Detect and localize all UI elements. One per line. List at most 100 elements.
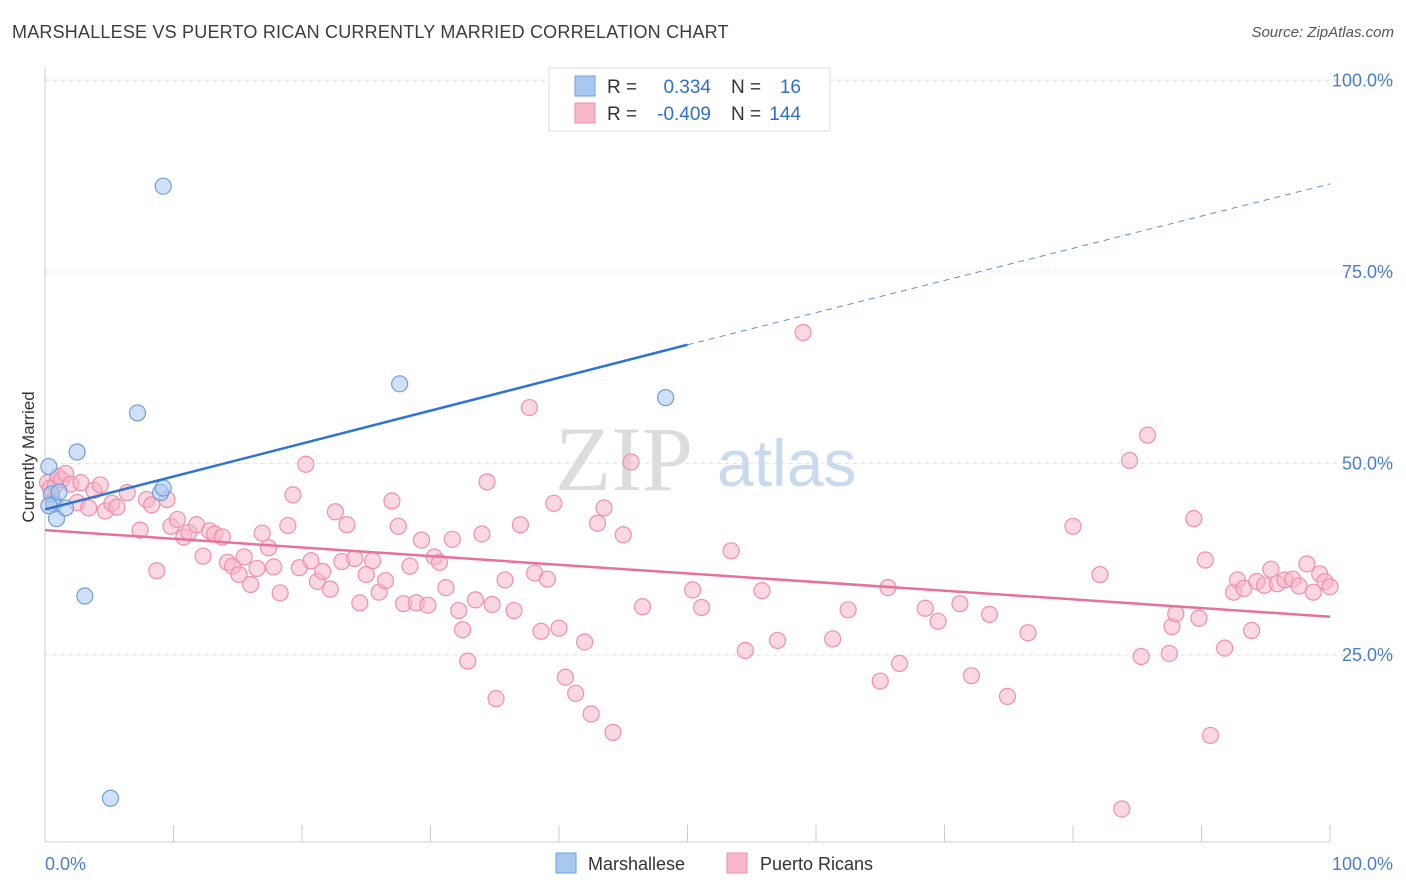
- puerto-rican-point: [505, 601, 523, 620]
- puerto-rican-point: [302, 552, 320, 570]
- puerto-rican-point: [253, 524, 271, 542]
- puerto-rican-point: [588, 514, 607, 532]
- puerto-rican-point: [929, 612, 947, 630]
- puerto-rican-point: [951, 595, 969, 613]
- puerto-rican-point: [168, 510, 186, 529]
- puerto-rican-point: [532, 622, 550, 640]
- puerto-rican-point: [824, 630, 842, 648]
- puerto-rican-point: [839, 601, 857, 619]
- puerto-ricans-trend-line: [44, 528, 1331, 618]
- marshallese-point: [391, 375, 409, 393]
- puerto-rican-point: [313, 562, 332, 581]
- puerto-rican-point: [567, 684, 585, 702]
- puerto-rican-point: [357, 565, 375, 584]
- y-axis-title: Currently Married: [19, 391, 38, 522]
- puerto-rican-point: [980, 605, 999, 624]
- marshallese-point: [154, 479, 172, 497]
- puerto-rican-point: [478, 473, 496, 491]
- bottom-legend-swatch-puerto-ricans: [726, 852, 748, 874]
- marshallese-point: [76, 587, 94, 605]
- puerto-rican-point: [1091, 565, 1109, 584]
- puerto-rican-point: [131, 521, 149, 539]
- puerto-rican-point: [80, 499, 98, 517]
- watermark: ZIP atlas: [555, 408, 856, 510]
- puerto-rican-point: [412, 531, 431, 549]
- puerto-rican-point: [633, 598, 652, 616]
- puerto-rican-point: [194, 547, 212, 565]
- marshallese-point: [128, 404, 147, 422]
- puerto-rican-point: [284, 486, 302, 504]
- puerto-rican-point: [265, 558, 283, 576]
- marshallese-trend-extension: [687, 183, 1331, 346]
- puerto-rican-point: [1113, 800, 1131, 818]
- puerto-rican-point: [401, 557, 419, 575]
- puerto-rican-point: [684, 581, 702, 599]
- puerto-rican-point: [614, 526, 632, 544]
- bottom-legend: Marshallese Puerto Ricans: [555, 852, 873, 874]
- puerto-rican-point: [1138, 426, 1157, 444]
- legend-n-label-2: N =: [731, 104, 761, 125]
- y-tick-label: 75.0%: [1342, 262, 1393, 282]
- puerto-rican-point: [1304, 583, 1322, 601]
- x-tick-label: 0.0%: [45, 854, 86, 874]
- puerto-rican-point: [556, 668, 575, 686]
- puerto-rican-point: [383, 492, 401, 510]
- puerto-rican-point: [1190, 609, 1208, 627]
- puerto-rican-point: [271, 584, 289, 602]
- puerto-rican-point: [72, 474, 90, 492]
- puerto-rican-point: [242, 575, 260, 594]
- legend-swatch-marshallese: [574, 75, 596, 97]
- puerto-rican-point: [1120, 451, 1139, 470]
- puerto-rican-point: [473, 525, 491, 543]
- puerto-rican-point: [1243, 621, 1261, 640]
- y-tick-labels: 25.0% 50.0% 75.0% 100.0%: [1332, 71, 1393, 666]
- puerto-rican-point: [916, 599, 934, 617]
- legend-r-label-2: R =: [607, 104, 637, 125]
- puerto-rican-point: [622, 453, 640, 471]
- legend-n-label-1: N =: [731, 77, 761, 98]
- watermark-atlas: atlas: [717, 426, 856, 500]
- puerto-rican-point: [582, 705, 600, 723]
- legend-n-value-2: 144: [769, 104, 801, 125]
- puerto-rican-point: [511, 516, 530, 534]
- puerto-rican-point: [768, 631, 787, 650]
- puerto-rican-point: [1019, 624, 1037, 642]
- puerto-rican-point: [794, 323, 812, 342]
- gridlines: [45, 79, 1393, 656]
- marshallese-point: [50, 483, 68, 501]
- puerto-rican-point: [450, 601, 468, 620]
- puerto-rican-point: [443, 530, 461, 548]
- x-tick-label: 100.0%: [1332, 854, 1393, 874]
- axes: [44, 68, 1331, 843]
- legend-n-value-1: 16: [780, 77, 801, 98]
- puerto-rican-point: [550, 619, 568, 637]
- puerto-rican-point: [722, 542, 740, 560]
- puerto-rican-point: [297, 455, 315, 473]
- puerto-rican-point: [321, 580, 339, 598]
- marshallese-point: [154, 177, 172, 195]
- puerto-rican-point: [871, 672, 889, 690]
- puerto-rican-point: [693, 598, 711, 617]
- puerto-rican-point: [1262, 560, 1280, 578]
- puerto-rican-point: [1298, 555, 1316, 573]
- puerto-rican-point: [389, 517, 407, 535]
- puerto-rican-point: [143, 496, 161, 514]
- puerto-rican-point: [346, 549, 364, 568]
- puerto-rican-point: [1321, 578, 1339, 596]
- puerto-rican-point: [736, 641, 754, 660]
- marshallese-point: [40, 457, 58, 476]
- puerto-rican-point: [466, 591, 485, 609]
- puerto-rican-point: [1167, 605, 1185, 623]
- puerto-rican-point: [545, 494, 563, 512]
- top-legend: R = 0.334 N = 16 R = -0.409 N = 144: [548, 67, 831, 132]
- puerto-rican-point: [753, 582, 771, 600]
- puerto-rican-point: [483, 595, 501, 614]
- puerto-rican-point: [376, 572, 395, 590]
- source-label: Source: ZipAtlas.com: [1251, 24, 1394, 41]
- bottom-legend-swatch-marshallese: [555, 852, 577, 874]
- marshallese-point: [68, 443, 86, 461]
- puerto-rican-point: [259, 539, 278, 557]
- puerto-rican-point: [576, 633, 594, 651]
- puerto-rican-point: [1185, 510, 1203, 528]
- puerto-rican-point: [454, 621, 472, 639]
